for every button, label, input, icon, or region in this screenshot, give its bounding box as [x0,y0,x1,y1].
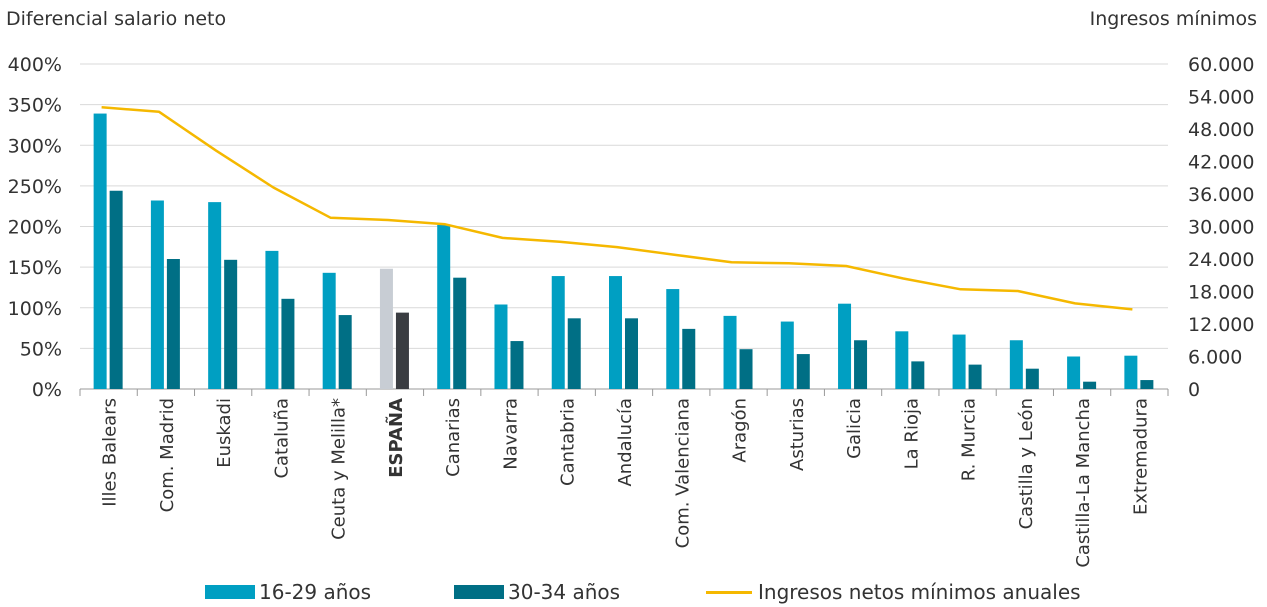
bar-16-29 [551,276,565,389]
category-label: Euskadi [214,398,235,468]
category-label: Andalucía [615,398,636,487]
bar-16-29 [379,268,393,389]
left-tick-label: 150% [8,257,62,279]
legend: 16-29 años 30-34 años Ingresos netos mín… [0,580,1267,606]
bar-16-29 [437,224,451,389]
legend-swatch-30-34 [454,585,504,599]
legend-item-ingresos: Ingresos netos mínimos anuales [706,580,1081,604]
bar-16-29 [895,331,909,389]
bar-16-29 [265,250,279,389]
right-tick-label: 42.000 [1188,152,1254,174]
right-tick-label: 48.000 [1188,119,1254,141]
bar-30-34 [796,354,810,389]
right-axis-title: Ingresos mínimos [1089,8,1257,30]
category-label: Ceuta y Melilla* [329,398,350,540]
legend-swatch-16-29 [205,585,255,599]
left-tick-label: 350% [8,95,62,117]
bar-16-29 [723,315,737,389]
bar-30-34 [510,341,524,389]
bar-16-29 [780,321,794,389]
right-tick-label: 12.000 [1188,314,1254,336]
bar-30-34 [682,328,696,389]
bar-16-29 [952,334,966,389]
legend-label-ingresos: Ingresos netos mínimos anuales [758,580,1081,604]
category-label: Asturias [787,398,808,471]
bar-16-29 [322,272,336,389]
bar-16-29 [150,200,164,389]
category-label: Extremadura [1130,398,1151,515]
bar-16-29 [1067,356,1081,389]
bar-16-29 [208,202,222,389]
legend-item-16-29: 16-29 años [205,580,371,604]
left-axis-title: Diferencial salario neto [6,8,227,30]
bar-16-29 [609,276,622,389]
bar-30-34 [625,318,638,389]
bar-30-34 [395,312,409,389]
category-label: Galicia [844,398,865,459]
bar-30-34 [1140,380,1154,389]
chart-area: 400% 350% 300% 250% 200% 150% 100% 50% 0% 60.000 5… [8,54,1255,568]
bar-30-34 [1025,368,1039,389]
bar-30-34 [739,349,753,389]
legend-label-16-29: 16-29 años [259,580,372,604]
bar-16-29 [666,289,680,389]
category-label: Castilla y León [1016,398,1037,529]
left-tick-label: 100% [8,298,62,320]
right-tick-label: 24.000 [1188,249,1254,271]
category-label: La Rioja [901,398,922,469]
legend-line-ingresos [706,590,752,594]
category-label: Navarra [500,398,521,470]
bar-30-34 [109,190,123,389]
left-tick-label: 0% [32,379,62,401]
bar-16-29 [838,303,852,389]
bar-30-34 [224,259,238,389]
bar-16-29 [494,304,508,389]
right-tick-label: 18.000 [1188,282,1254,304]
left-tick-label: 250% [8,176,62,198]
left-tick-label: 50% [20,338,62,360]
category-label: Castilla-La Mancha [1073,398,1094,568]
bar-30-34 [1083,381,1097,389]
left-tick-label: 300% [8,135,62,157]
legend-item-30-34: 30-34 años [454,580,620,604]
bar-30-34 [911,361,925,389]
category-label: Aragón [730,398,751,463]
category-label: Cataluña [271,398,292,479]
left-tick-label: 200% [8,217,62,239]
left-tick-label: 400% [8,54,62,76]
bar-30-34 [281,298,295,389]
right-tick-label: 60.000 [1188,54,1254,76]
category-label: ESPAÑA [384,398,407,478]
ingresos-line [101,106,1133,311]
bar-30-34 [854,340,868,389]
right-tick-label: 36.000 [1188,184,1254,206]
bar-16-29 [1009,340,1023,389]
category-label: Com. Madrid [157,398,178,512]
legend-label-30-34: 30-34 años [508,580,621,604]
right-tick-label: 6.000 [1188,347,1242,369]
category-label: Com. Valenciana [672,398,693,548]
bar-30-34 [166,259,180,389]
bar-16-29 [93,113,107,389]
bar-30-34 [338,315,352,389]
bar-30-34 [453,277,467,389]
bar-30-34 [968,364,982,389]
category-label: Illes Balears [100,398,121,507]
right-tick-label: 54.000 [1188,87,1254,109]
category-label: Canarias [443,398,464,477]
category-label: R. Murcia [959,398,980,481]
right-tick-label: 0 [1188,379,1200,401]
right-tick-label: 30.000 [1188,217,1254,239]
bar-16-29 [1124,355,1138,389]
category-label: Cantabria [558,398,579,486]
bar-30-34 [567,318,581,389]
